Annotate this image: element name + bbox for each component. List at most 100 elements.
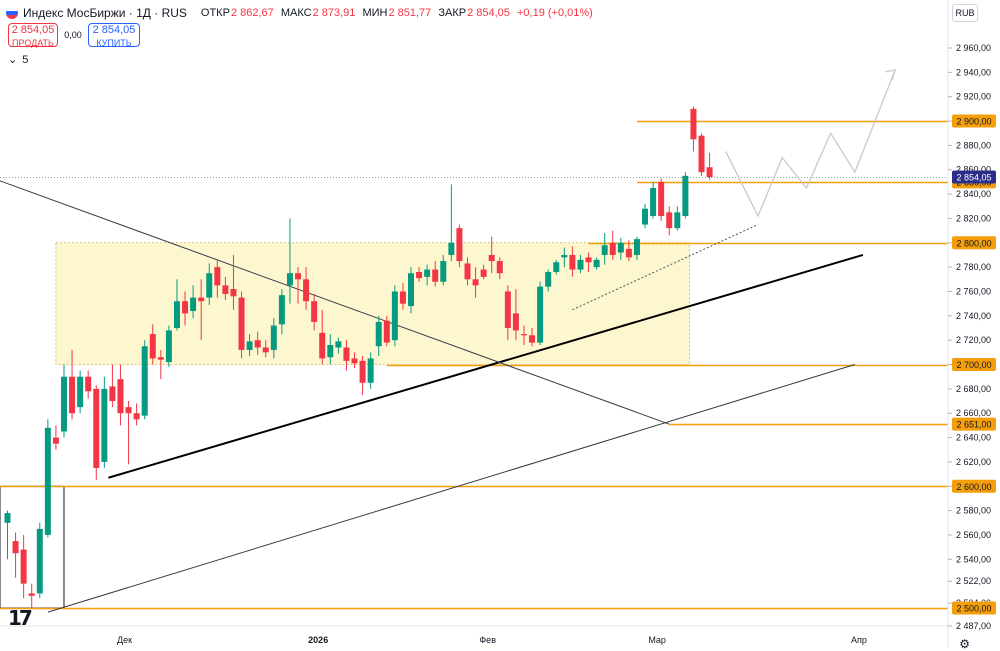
candle[interactable]	[553, 259, 560, 275]
candle[interactable]	[529, 328, 536, 347]
candle[interactable]	[44, 419, 51, 538]
candle[interactable]	[198, 279, 205, 341]
candle[interactable]	[230, 254, 237, 310]
candle[interactable]	[85, 370, 92, 399]
candle[interactable]	[601, 233, 608, 265]
candle[interactable]	[101, 376, 108, 468]
candle[interactable]	[416, 267, 423, 282]
candle[interactable]	[512, 289, 519, 341]
candle[interactable]	[537, 281, 544, 346]
candle[interactable]	[593, 257, 600, 270]
currency-selector[interactable]: RUB	[952, 4, 978, 22]
level-price-tag[interactable]: 2 900,00	[952, 114, 996, 128]
sell-button[interactable]: 2 854,05 ПРОДАТЬ	[8, 23, 58, 48]
candle[interactable]	[12, 532, 19, 578]
candle[interactable]	[278, 289, 285, 335]
candle[interactable]	[36, 522, 43, 599]
candle[interactable]	[20, 534, 27, 599]
candle[interactable]	[109, 364, 116, 408]
consolidation-range-box[interactable]	[55, 242, 690, 365]
candle[interactable]	[262, 340, 269, 358]
candle[interactable]	[311, 293, 318, 331]
candle[interactable]	[182, 291, 189, 326]
candle[interactable]	[440, 254, 447, 286]
level-price-tag[interactable]: 2 600,00	[952, 479, 996, 493]
candle[interactable]	[432, 261, 439, 287]
candle[interactable]	[206, 263, 213, 305]
level-price-tag[interactable]: 2 700,00	[952, 358, 996, 372]
candle[interactable]	[165, 325, 172, 367]
candle[interactable]	[480, 264, 487, 280]
candle[interactable]	[77, 370, 84, 414]
trend-line[interactable]	[0, 180, 670, 425]
candle[interactable]	[351, 352, 358, 369]
candle[interactable]	[690, 106, 697, 152]
candle[interactable]	[190, 285, 197, 319]
symbol-title[interactable]: Индекс МосБиржи · 1Д · RUS	[23, 6, 187, 20]
candle[interactable]	[375, 315, 382, 356]
candle[interactable]	[682, 172, 689, 219]
candle[interactable]	[658, 178, 665, 221]
candle[interactable]	[141, 340, 148, 420]
trend-line[interactable]	[47, 364, 855, 613]
candle[interactable]	[133, 403, 140, 426]
candle[interactable]	[319, 309, 326, 365]
candle[interactable]	[448, 184, 455, 262]
candle[interactable]	[93, 385, 100, 481]
level-price-tag[interactable]: 2 651,00	[952, 417, 996, 431]
candle[interactable]	[60, 364, 67, 438]
candle[interactable]	[157, 349, 164, 380]
trend-line[interactable]	[108, 253, 864, 479]
candle[interactable]	[585, 252, 592, 272]
candle[interactable]	[28, 583, 35, 608]
level-price-tag[interactable]: 2 800,00	[952, 236, 996, 250]
candle[interactable]	[303, 267, 310, 310]
candle[interactable]	[286, 218, 293, 304]
candle[interactable]	[504, 285, 511, 341]
candle[interactable]	[391, 285, 398, 347]
buy-button[interactable]: 2 854,05 КУПИТЬ	[88, 23, 140, 48]
candle[interactable]	[569, 246, 576, 277]
candle[interactable]	[254, 331, 261, 355]
candle[interactable]	[698, 133, 705, 176]
level-price-tag[interactable]: 2 500,00	[952, 601, 996, 615]
candle[interactable]	[488, 236, 495, 274]
candle[interactable]	[650, 181, 657, 219]
candle[interactable]	[327, 334, 334, 365]
candle[interactable]	[561, 247, 568, 268]
candle[interactable]	[117, 364, 124, 426]
candle[interactable]	[617, 237, 624, 260]
candle[interactable]	[456, 224, 463, 268]
candle[interactable]	[52, 425, 59, 450]
candle[interactable]	[545, 269, 552, 292]
candle[interactable]	[520, 325, 527, 346]
candle[interactable]	[706, 152, 713, 180]
candle[interactable]	[359, 356, 366, 395]
candle[interactable]	[246, 334, 253, 356]
candle[interactable]	[125, 401, 132, 465]
gear-icon[interactable]: ⚙	[959, 637, 970, 651]
candle[interactable]	[496, 257, 503, 280]
candle[interactable]	[270, 318, 277, 359]
candle[interactable]	[367, 352, 374, 389]
last-price-tag[interactable]: 2 854,05	[952, 170, 996, 184]
candle[interactable]	[609, 230, 616, 260]
candle[interactable]	[149, 324, 156, 365]
indicators-toggle[interactable]: ⌄ 5	[8, 53, 28, 67]
candle[interactable]	[642, 203, 649, 229]
candle[interactable]	[472, 267, 479, 298]
candle[interactable]	[238, 291, 245, 359]
candle[interactable]	[295, 267, 302, 304]
candle[interactable]	[577, 254, 584, 274]
candle[interactable]	[399, 282, 406, 310]
projection-path[interactable]	[725, 69, 896, 218]
candle[interactable]	[335, 337, 342, 354]
candle[interactable]	[633, 236, 640, 260]
candle[interactable]	[424, 264, 431, 286]
candle[interactable]	[222, 276, 229, 300]
candle[interactable]	[464, 257, 471, 286]
candle[interactable]	[173, 279, 180, 331]
candle[interactable]	[383, 315, 390, 347]
candle[interactable]	[69, 349, 76, 420]
